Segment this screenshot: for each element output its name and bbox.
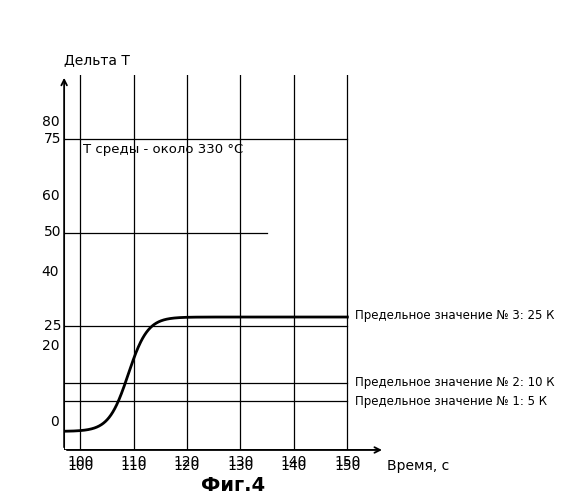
- Text: 50: 50: [44, 226, 61, 239]
- Text: 25: 25: [44, 320, 61, 333]
- Text: 120: 120: [174, 460, 200, 473]
- Text: Т среды - около 330 °С: Т среды - около 330 °С: [83, 144, 243, 156]
- Text: Дельта Т: Дельта Т: [64, 54, 130, 68]
- Text: Предельное значение № 2: 10 К: Предельное значение № 2: 10 К: [356, 376, 555, 389]
- Text: 110: 110: [120, 460, 147, 473]
- Text: 75: 75: [44, 132, 61, 146]
- Text: 140: 140: [281, 460, 307, 473]
- Text: Время, с: Время, с: [388, 460, 449, 473]
- Text: 100: 100: [67, 460, 93, 473]
- Text: 130: 130: [227, 460, 254, 473]
- Text: Фиг.4: Фиг.4: [201, 476, 265, 495]
- Text: 150: 150: [334, 460, 360, 473]
- Text: Предельное значение № 3: 25 К: Предельное значение № 3: 25 К: [356, 308, 555, 322]
- Text: Предельное значение № 1: 5 К: Предельное значение № 1: 5 К: [356, 395, 547, 408]
